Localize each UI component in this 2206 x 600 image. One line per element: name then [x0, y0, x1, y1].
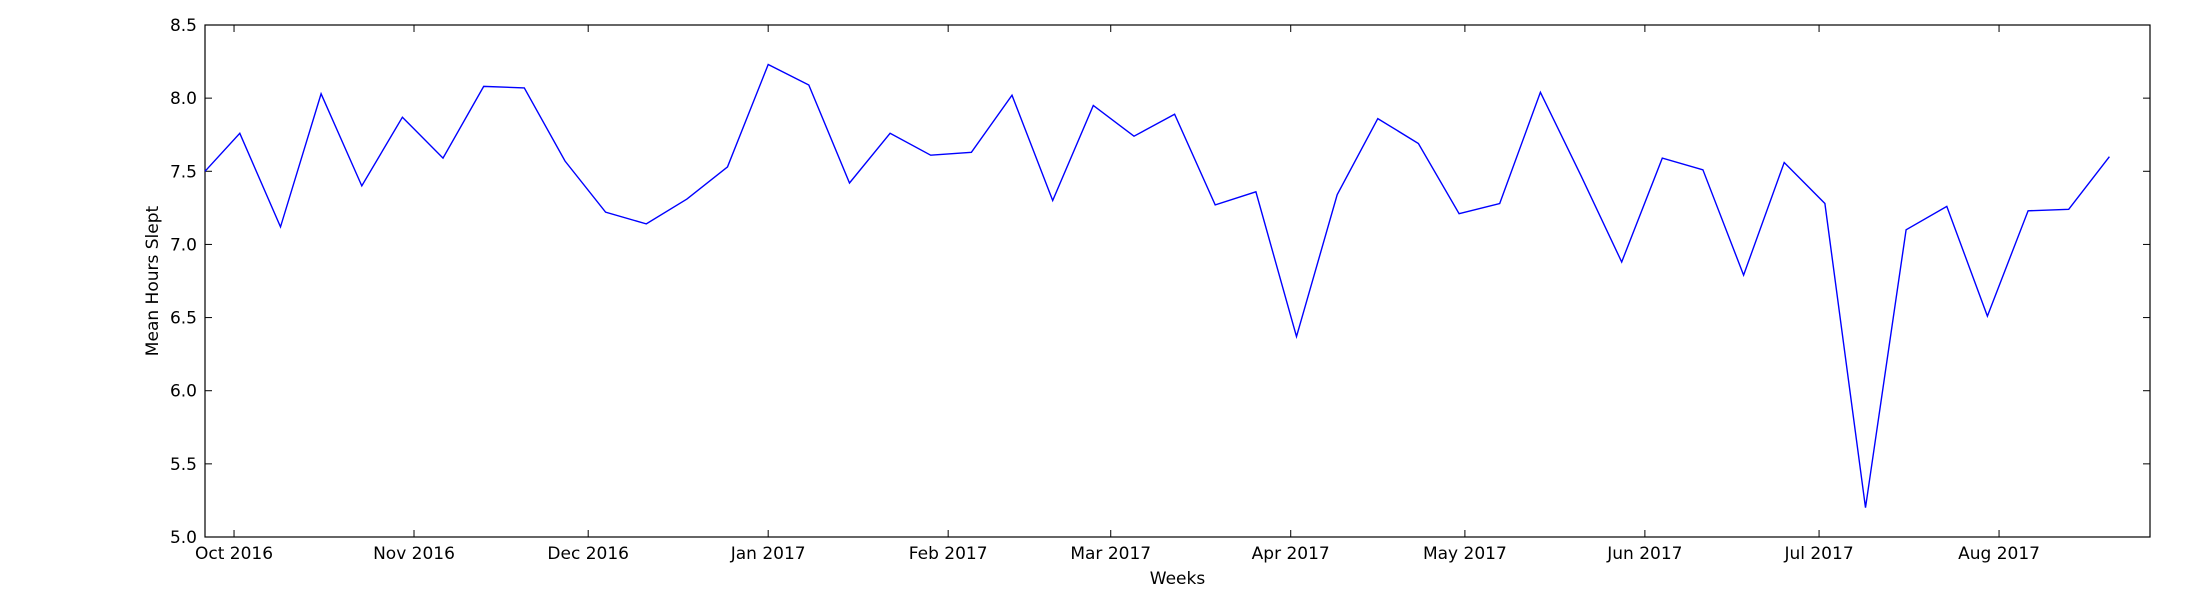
y-tick-label: 8.0: [170, 89, 197, 109]
x-tick-label: Nov 2016: [373, 544, 455, 564]
x-tick-label: Dec 2016: [547, 544, 629, 564]
y-tick-label: 8.5: [170, 16, 197, 36]
y-tick-label: 5.0: [170, 528, 197, 548]
y-axis: 5.0 5.5 6.0 6.5 7.0 7.5 8.0 8.5: [170, 16, 2150, 548]
x-axis: Oct 2016 Nov 2016 Dec 2016 Jan 2017 Feb 2017…: [195, 25, 2040, 564]
y-tick-label: 7.0: [170, 235, 197, 255]
plot-frame: [204, 24, 2151, 538]
y-axis-label: Mean Hours Slept: [143, 205, 163, 356]
x-tick-label: Jul 2017: [1783, 544, 1853, 564]
x-axis-label: Weeks: [1150, 569, 1206, 589]
y-tick-label: 7.5: [170, 162, 197, 182]
x-tick-label: Jan 2017: [730, 544, 806, 564]
x-tick-label: Apr 2017: [1252, 544, 1330, 564]
x-tick-label: Aug 2017: [1958, 544, 2040, 564]
x-tick-label: Jun 2017: [1606, 544, 1682, 564]
y-tick-label: 6.5: [170, 309, 197, 329]
x-tick-label: Mar 2017: [1070, 544, 1151, 564]
x-tick-label: Oct 2016: [195, 544, 273, 564]
plot-area: [204, 24, 2151, 538]
y-tick-label: 6.0: [170, 382, 197, 402]
y-tick-label: 5.5: [170, 455, 197, 475]
x-tick-label: Feb 2017: [909, 544, 988, 564]
x-tick-label: May 2017: [1423, 544, 1507, 564]
series-line: [204, 63, 2110, 508]
